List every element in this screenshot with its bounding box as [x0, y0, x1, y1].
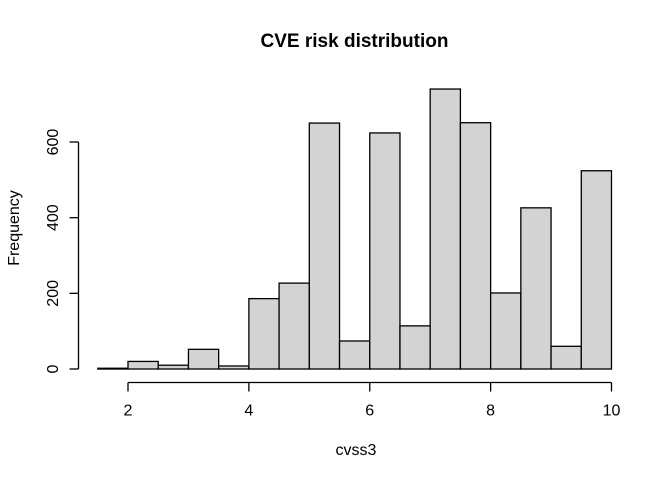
histogram-bar — [248, 297, 280, 370]
histogram-bar — [550, 345, 582, 370]
histogram-bar — [399, 325, 431, 370]
histogram-bar — [308, 122, 341, 370]
histogram-bar — [459, 122, 492, 370]
histogram-bar — [520, 207, 552, 370]
chart-title: CVE risk distribution — [261, 31, 449, 52]
histogram-bar — [489, 292, 522, 370]
y-tick-label: 400 — [45, 204, 62, 231]
histogram-bar — [157, 364, 190, 370]
x-tick-label: 4 — [244, 403, 253, 420]
x-axis-label: cvss3 — [336, 442, 377, 459]
histogram-bar — [187, 348, 220, 370]
y-tick-label: 600 — [45, 129, 62, 156]
x-tick-label: 10 — [603, 403, 621, 420]
histogram-bar — [97, 367, 129, 370]
x-axis: 2 4 6 8 10 — [124, 381, 621, 420]
y-axis-label: Frequency — [6, 190, 23, 266]
histogram-bar — [580, 170, 613, 370]
y-tick-label: 200 — [45, 280, 62, 307]
histogram-bar — [429, 88, 462, 370]
x-tick-label: 8 — [486, 403, 495, 420]
histogram-bar — [338, 340, 371, 370]
histogram-bar — [278, 282, 310, 370]
x-tick-label: 6 — [365, 403, 374, 420]
y-tick-label: 0 — [45, 364, 62, 373]
histogram-bar — [127, 360, 159, 370]
histogram-bar — [218, 365, 250, 370]
x-tick-label: 2 — [124, 403, 133, 420]
y-axis: 0 200 400 600 — [45, 129, 80, 373]
histogram-bars-group — [97, 88, 613, 370]
histogram-bar — [369, 132, 401, 370]
